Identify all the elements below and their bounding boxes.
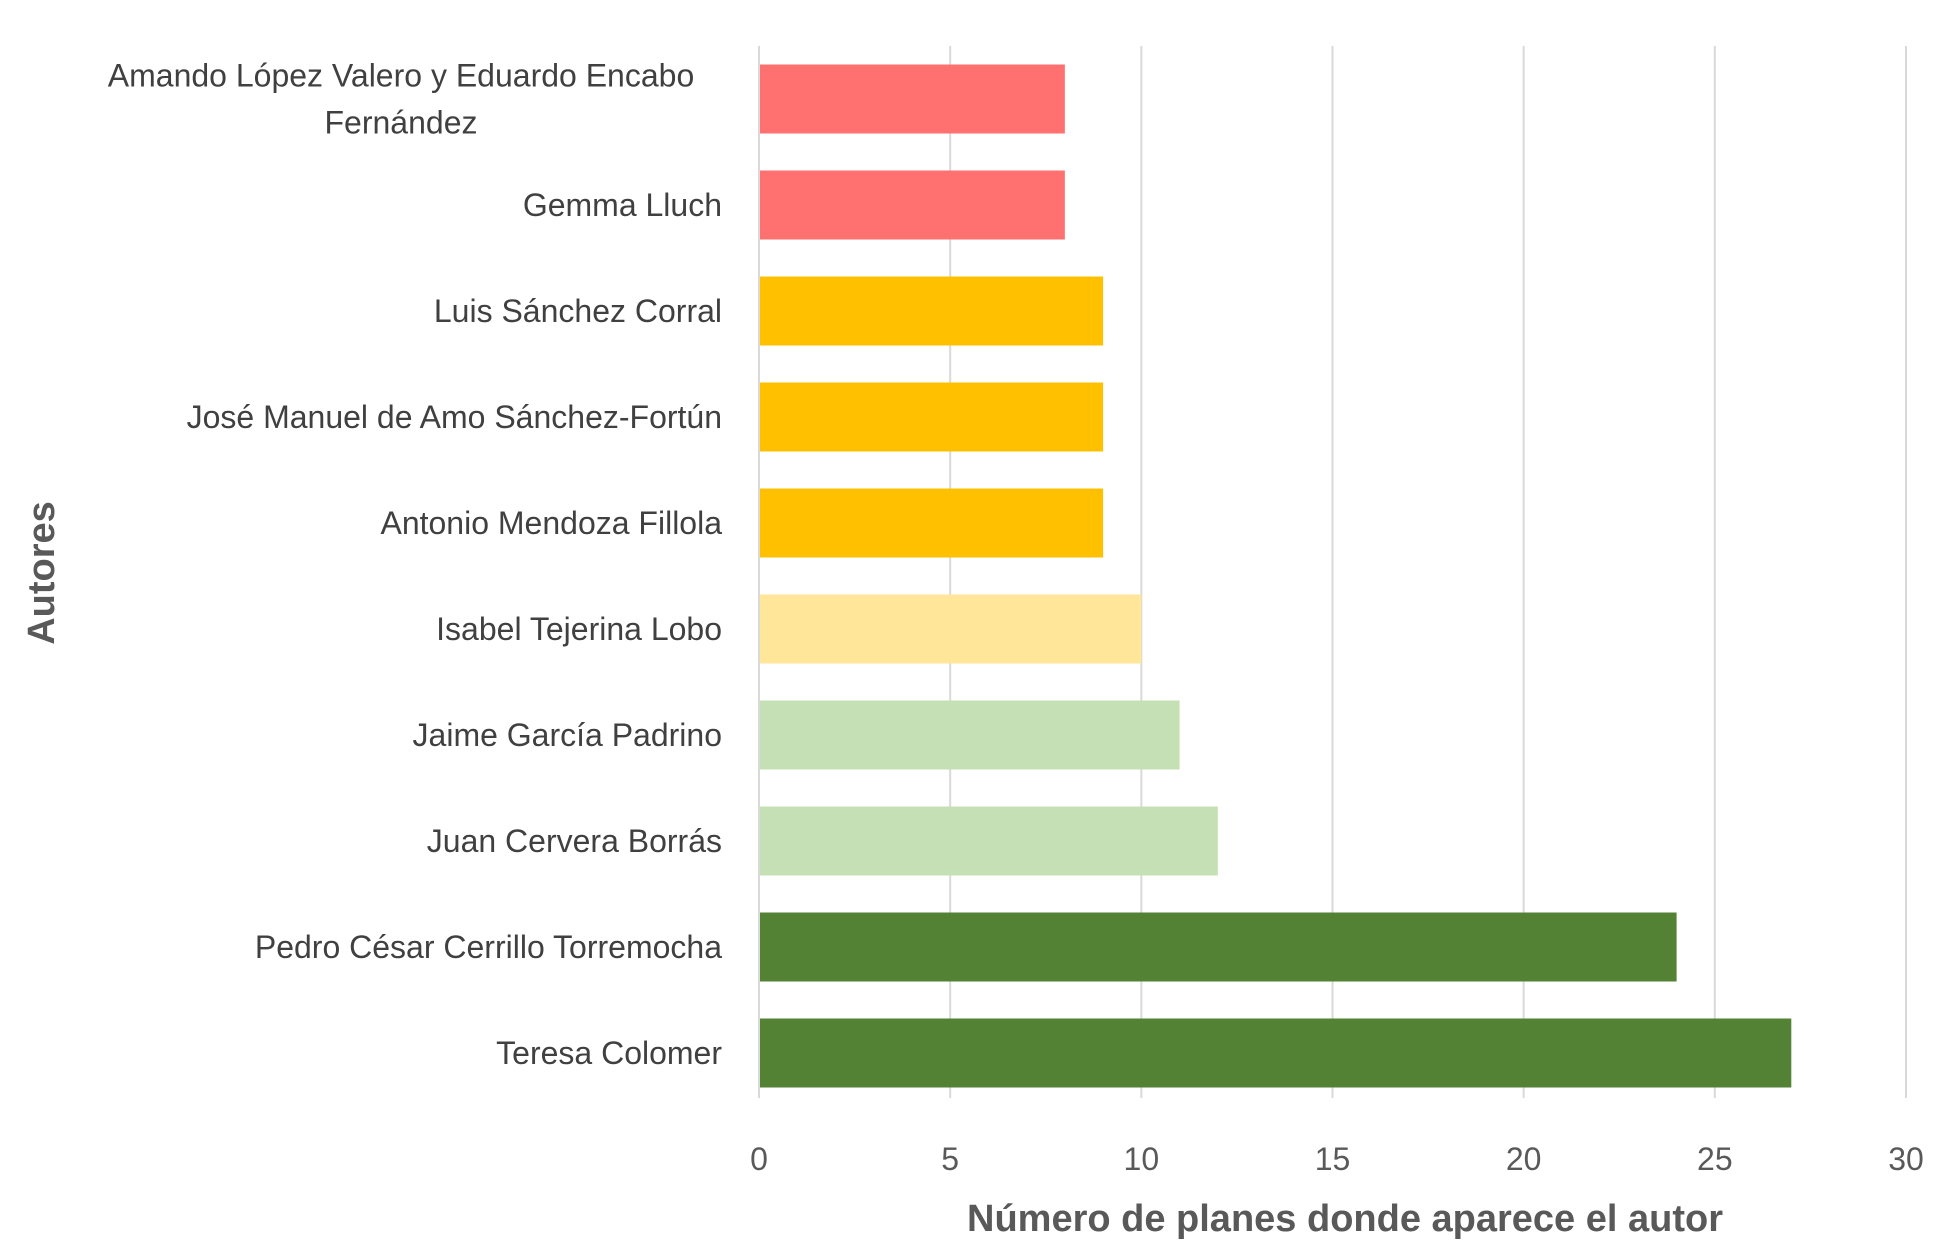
- bar-6: [759, 594, 1142, 664]
- x-tick-label-20: 20: [1506, 1141, 1542, 1177]
- category-labels: Amando López Valero y Eduardo Encabo Fern…: [108, 58, 723, 1072]
- category-label-3: Luis Sánchez Corral: [434, 293, 722, 329]
- category-label-7: Jaime García Padrino: [413, 717, 722, 753]
- x-tick-label-0: 0: [750, 1141, 768, 1177]
- bar-7: [759, 700, 1180, 770]
- bars: [759, 64, 1792, 1088]
- category-label-5: Antonio Mendoza Fillola: [380, 505, 722, 541]
- bar-3: [759, 276, 1104, 346]
- category-label-4: José Manuel de Amo Sánchez-Fortún: [187, 399, 722, 435]
- x-tick-label-30: 30: [1888, 1141, 1924, 1177]
- category-label-1-line-1: Amando López Valero y Eduardo Encabo: [108, 58, 694, 94]
- bar-9: [759, 912, 1677, 982]
- category-label-6: Isabel Tejerina Lobo: [436, 611, 722, 647]
- bar-8: [759, 806, 1218, 876]
- bar-4: [759, 382, 1104, 452]
- category-label-9: Pedro César Cerrillo Torremocha: [255, 929, 722, 965]
- bar-5: [759, 488, 1104, 558]
- x-tick-label-5: 5: [941, 1141, 959, 1177]
- category-label-1-line-2: Fernández: [325, 105, 478, 141]
- x-tick-label-25: 25: [1697, 1141, 1733, 1177]
- y-axis-title: Autores: [21, 501, 63, 645]
- bar-2: [759, 170, 1065, 240]
- x-axis-title: Número de planes donde aparece el autor: [967, 1198, 1723, 1240]
- x-tick-label-15: 15: [1315, 1141, 1351, 1177]
- category-label-8: Juan Cervera Borrás: [427, 823, 722, 859]
- category-label-2: Gemma Lluch: [523, 187, 722, 223]
- bar-1: [759, 64, 1065, 134]
- category-label-10: Teresa Colomer: [496, 1035, 722, 1071]
- axes: 0 5 10 15 20 25 30: [750, 46, 1924, 1177]
- x-tick-label-10: 10: [1124, 1141, 1160, 1177]
- bar-10: [759, 1018, 1792, 1088]
